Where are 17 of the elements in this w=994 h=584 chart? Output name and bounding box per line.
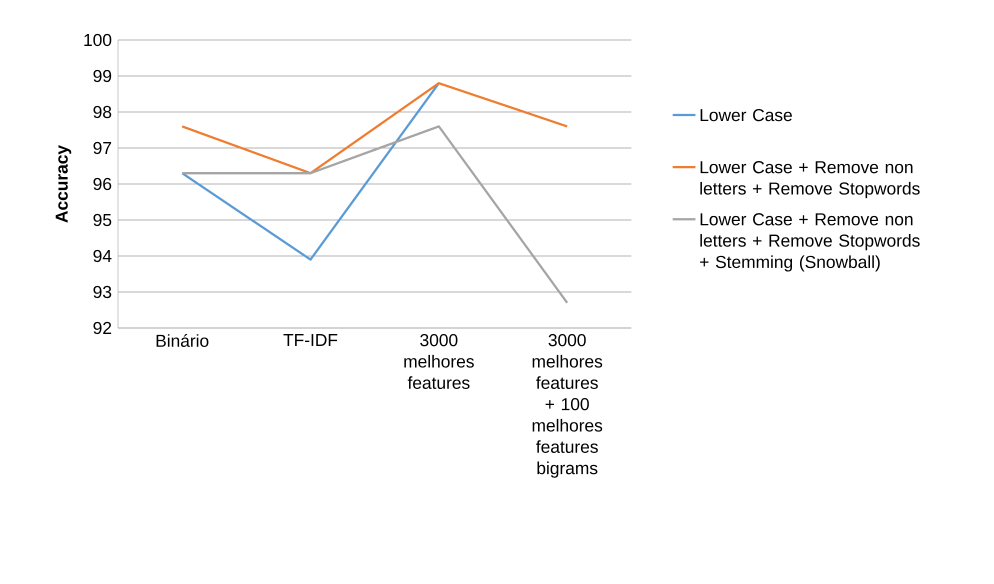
x-tick-label: Binário	[156, 334, 208, 347]
y-tick-label: 94	[94, 250, 112, 262]
y-tick-label: 95	[94, 214, 112, 226]
y-tick-label: 100	[84, 34, 112, 46]
y-tick-label: 92	[94, 322, 112, 334]
legend-label: Lower Case	[700, 108, 792, 122]
y-tick-label: 96	[94, 178, 112, 190]
y-tick-label: 97	[94, 142, 112, 154]
y-tick-label: 98	[94, 106, 112, 118]
x-tick-label: 3000 melhores features + 100 melhores features bigrams	[532, 334, 602, 478]
legend-label: Lower Case + Remove non letters + Remove Stopwords + Stemming (Snowball)	[700, 213, 920, 272]
x-tick-label: 3000 melhores features	[404, 334, 474, 389]
x-tick-label: TF-IDF	[283, 334, 338, 346]
y-axis-title: Accuracy	[56, 145, 72, 223]
y-tick-label: 93	[94, 286, 112, 298]
legend-label: Lower Case + Remove non letters + Remove Stopwords	[700, 161, 920, 198]
y-tick-label: 99	[94, 70, 112, 82]
